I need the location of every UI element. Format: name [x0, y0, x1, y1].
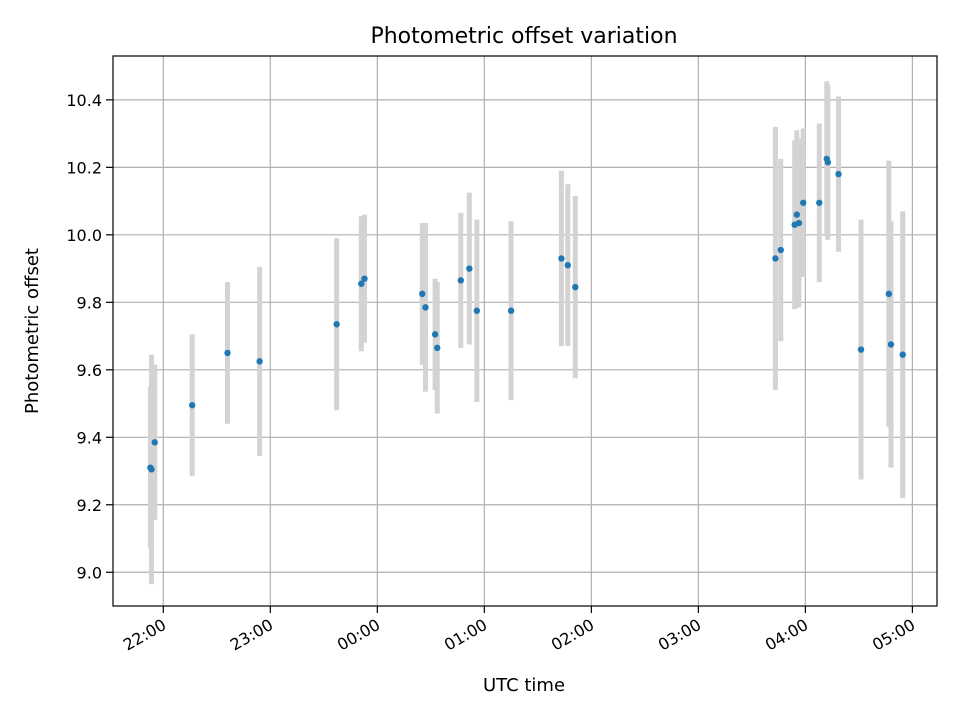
data-point [795, 219, 803, 227]
data-point [466, 265, 473, 272]
data-point [473, 307, 481, 314]
data-point [793, 211, 801, 218]
data-point [333, 321, 340, 328]
y-tick-label: 10.4 [66, 91, 102, 110]
data-point [188, 402, 196, 409]
y-tick-label: 9.2 [77, 496, 102, 515]
data-point [422, 304, 429, 311]
data-point [358, 280, 365, 287]
data-point [800, 199, 807, 206]
data-point [256, 358, 263, 365]
data-point [148, 466, 155, 473]
data-point [772, 255, 779, 262]
y-tick-label: 9.6 [77, 361, 102, 380]
data-point [835, 170, 842, 178]
data-point [885, 290, 893, 298]
data-point [419, 290, 426, 298]
chart-title: Photometric offset variation [370, 24, 677, 49]
y-axis-label: Photometric offset [22, 248, 43, 414]
data-point [564, 262, 572, 269]
data-point [857, 346, 865, 353]
data-point [457, 277, 464, 284]
data-point [361, 275, 368, 282]
data-point [887, 341, 895, 348]
data-points [147, 155, 906, 473]
data-point [224, 349, 231, 357]
y-tick-label: 9.0 [77, 563, 102, 582]
data-point [777, 246, 784, 254]
y-tick-label: 10.0 [66, 226, 102, 245]
data-point [899, 351, 906, 358]
data-point [151, 439, 158, 446]
plot-frame [112, 55, 938, 607]
axis-ticks: 22:00 23:00 00:00 01:00 02:00 03:00 04:00 05:00… [66, 91, 918, 655]
x-axis-label: UTC time [483, 675, 565, 696]
data-point [431, 331, 439, 338]
y-tick-label: 10.2 [66, 158, 102, 177]
data-point [558, 255, 565, 262]
data-point [434, 344, 441, 352]
y-tick-label: 9.8 [77, 293, 102, 312]
data-point [572, 283, 579, 291]
data-point [507, 307, 515, 314]
y-tick-label: 9.4 [77, 428, 102, 447]
data-point [824, 159, 832, 166]
data-point [816, 199, 823, 206]
